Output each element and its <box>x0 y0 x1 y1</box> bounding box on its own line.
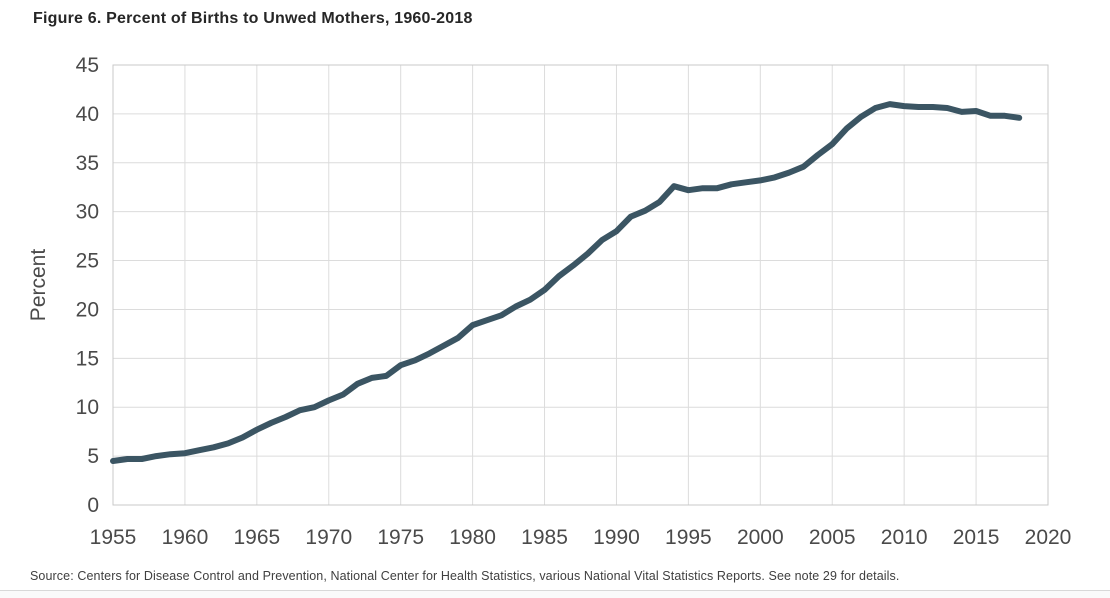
x-tick-label: 2020 <box>1025 526 1072 549</box>
data-line <box>110 101 1023 464</box>
x-tick-label: 1970 <box>305 526 352 549</box>
x-tick-label: 1995 <box>665 526 712 549</box>
y-tick-label: 20 <box>76 298 99 321</box>
gridlines <box>112 64 1049 506</box>
x-tick-label: 1960 <box>162 526 209 549</box>
y-tick-label: 35 <box>76 152 99 175</box>
y-tick-label: 45 <box>76 54 99 77</box>
y-tick-label: 30 <box>76 201 99 224</box>
plot-border <box>112 64 1049 506</box>
x-tick-label: 1975 <box>377 526 424 549</box>
x-tick-label: 1965 <box>233 526 280 549</box>
x-tick-label: 2000 <box>737 526 784 549</box>
y-tick-label: 40 <box>76 103 99 126</box>
x-tick-label: 1955 <box>90 526 137 549</box>
x-tick-label: 1990 <box>593 526 640 549</box>
y-axis-title: Percent <box>27 249 50 322</box>
axis-tick-labels: 1955 1960 1965 1970 1975 1980 1985 1990 1995 2000… <box>76 54 1072 549</box>
y-tick-label: 5 <box>87 445 99 468</box>
x-tick-label: 2010 <box>881 526 928 549</box>
source-note: Source: Centers for Disease Control and … <box>30 569 900 583</box>
x-tick-label: 2015 <box>953 526 1000 549</box>
y-tick-label: 15 <box>76 347 99 370</box>
x-tick-label: 1985 <box>521 526 568 549</box>
y-tick-label: 10 <box>76 396 99 419</box>
bottom-strip <box>0 591 1110 598</box>
bottom-divider <box>0 590 1110 591</box>
figure-title: Figure 6. Percent of Births to Unwed Mot… <box>33 10 473 27</box>
x-tick-label: 1980 <box>449 526 496 549</box>
y-tick-label: 0 <box>87 494 99 517</box>
x-tick-label: 2005 <box>809 526 856 549</box>
y-tick-label: 25 <box>76 250 99 273</box>
